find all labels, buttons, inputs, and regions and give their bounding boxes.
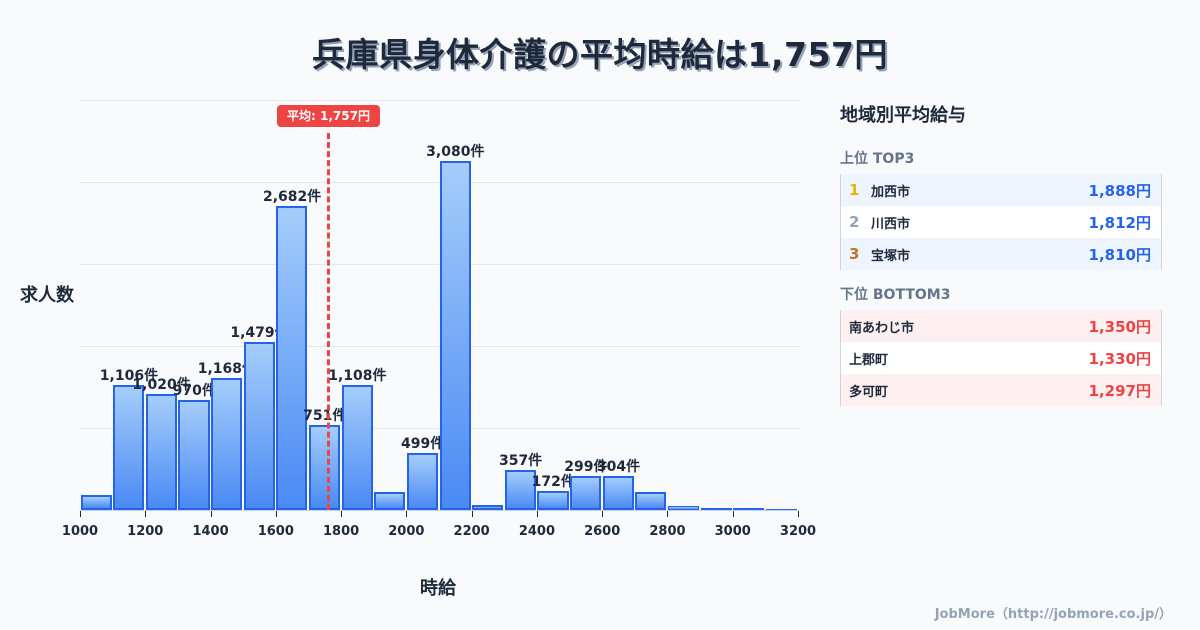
page-title: 兵庫県身体介護の平均時給は1,757円 [312,35,888,74]
list-item: 1 加西市 1,888円 [841,174,1161,206]
region-wage: 1,812円 [1088,213,1151,232]
bar-value-label: 172件 [531,473,575,490]
region-name: 加西市 [871,184,911,200]
histogram-bar [602,475,634,510]
histogram-bar [211,377,243,510]
x-tick [536,511,538,517]
y-axis-label: 求人数 [20,285,74,306]
bar-value-label: 1,106件 [99,367,159,384]
bar-value-label: 3,080件 [426,144,485,161]
histogram-bar [406,453,438,510]
histogram-bar [113,384,145,510]
histogram-chart: 求人数 時給 1,106件 1,020件 970件 1,168件 1,479件 2,682… [20,100,817,599]
list-item: 2 川西市 1,812円 [841,206,1161,238]
bottom3-list: 南あわじ市 1,350円 上郡町 1,330円 多可町 1,297円 [840,310,1162,406]
histogram-bar [635,491,667,510]
x-tick-label: 1600 [257,524,294,539]
histogram-bar [439,161,471,510]
region-name: 川西市 [871,216,911,232]
bar-value-label: 499件 [401,436,445,453]
histogram-bar [243,342,275,510]
histogram-bar [308,424,341,510]
histogram-bar [178,400,210,510]
panel-title: 地域別平均給与 [840,105,966,126]
region-name: 上郡町 [849,352,889,368]
x-tick-label: 1000 [61,524,99,539]
x-tick-label: 3200 [779,524,817,539]
list-item: 南あわじ市 1,350円 [841,310,1161,342]
x-axis-line [80,510,798,511]
region-wage: 1,888円 [1088,181,1151,200]
bottom3-title: 下位 BOTTOM3 [840,287,951,303]
x-tick-label: 2800 [649,524,686,539]
histogram-bar [80,495,112,510]
x-tick-label: 3000 [714,524,751,539]
x-tick [667,511,669,517]
x-tick [80,511,81,517]
footer-credit: JobMore（http://jobmore.co.jp/） [934,607,1172,622]
bar-value-label: 1,168件 [197,360,257,377]
gridline [80,100,800,101]
x-tick [145,511,147,517]
top3-list: 1 加西市 1,888円 2 川西市 1,812円 3 宝塚市 1,810円 [840,174,1162,270]
region-name: 多可町 [849,384,889,400]
x-tick [732,511,734,517]
histogram-bar [145,394,177,510]
region-name: 南あわじ市 [849,320,915,336]
list-item: 多可町 1,297円 [841,374,1161,406]
bar-value-label: 1,479件 [230,325,289,342]
x-tick-label: 2400 [518,524,555,539]
average-line [327,133,330,510]
x-tick-label: 2000 [388,524,425,539]
rank-number: 3 [849,245,860,263]
list-item: 3 宝塚市 1,810円 [841,238,1161,270]
regional-salary-panel: 地域別平均給与 上位 TOP3 1 加西市 1,888円 2 川西市 1,812… [840,100,1162,406]
histogram-bar [374,491,406,510]
bar-value-label: 1,020件 [132,377,191,394]
bar-value-label: 357件 [498,452,543,469]
histogram-bar [570,476,602,510]
region-wage: 1,810円 [1088,245,1151,264]
x-tick-label: 2600 [584,524,621,539]
x-tick-label: 1400 [192,524,229,539]
x-axis-label: 時給 [420,578,456,599]
histogram-bar [700,508,732,511]
region-wage: 1,297円 [1088,381,1151,400]
x-tick [406,511,408,517]
histogram-bar [667,506,700,510]
histogram-bar [276,206,308,510]
bar-value-label: 304件 [596,458,641,475]
histogram-bar [472,504,504,510]
region-wage: 1,350円 [1088,317,1151,336]
list-item: 上郡町 1,330円 [841,342,1161,374]
region-name: 宝塚市 [871,248,911,264]
bar-value-label: 970件 [172,383,216,400]
top3-title: 上位 TOP3 [840,151,915,167]
x-tick [210,511,212,517]
x-tick [602,511,604,517]
x-tick [341,511,343,517]
histogram-bar [733,508,765,511]
x-tick-label: 2200 [453,524,490,539]
bar-value-label: 751件 [303,407,347,424]
x-tick [275,511,277,517]
histogram-bar [537,490,569,510]
bar-value-label: 299件 [564,459,608,476]
x-tick-label: 1800 [322,524,360,539]
rank-number: 1 [849,181,860,199]
x-tick-label: 1200 [127,524,164,539]
x-tick [471,511,473,517]
bar-value-label: 2,682件 [262,189,322,206]
rank-number: 2 [849,213,860,231]
x-tick [798,511,799,517]
histogram-bar [341,384,373,510]
bar-value-label: 1,108件 [328,367,387,384]
region-wage: 1,330円 [1088,349,1151,368]
average-badge: 平均: 1,757円 [277,105,380,127]
histogram-bar [504,469,536,510]
